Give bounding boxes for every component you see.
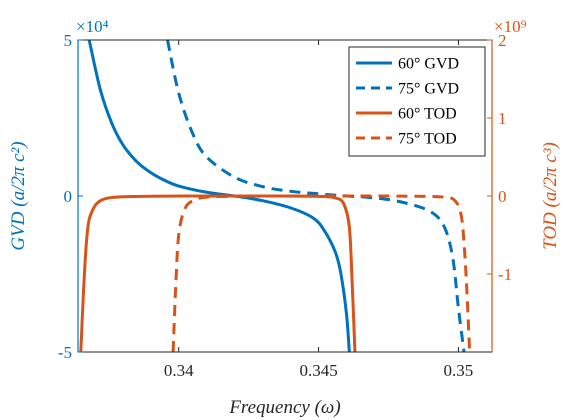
series-line-60-tod — [79, 194, 357, 352]
legend-label-60-tod: 60° TOD — [398, 106, 457, 123]
x-tick-label: 0.34 — [164, 361, 194, 380]
x-tick-label: 0.35 — [444, 361, 474, 380]
y-left-tick-label: 5 — [64, 31, 73, 50]
series-layer — [79, 40, 472, 352]
y-right-exponent-label: ×10⁹ — [494, 17, 527, 36]
y-right-tick-label: 0 — [498, 187, 507, 206]
y-right-tick-label: 1 — [498, 109, 507, 128]
legend: 60° GVD 75° GVD 60° TOD 75° TOD — [348, 46, 486, 157]
y-right-axis-label: TOD (a/2π c³) — [540, 142, 561, 250]
y-left-exponent-label: ×10⁴ — [76, 17, 109, 36]
y-right-tick-label: -1 — [498, 265, 512, 284]
x-axis-label: Frequency (ω) — [228, 397, 340, 418]
x-tick-label: 0.345 — [299, 361, 337, 380]
series-line-75-tod — [171, 194, 472, 352]
y-right-tick-label: 2 — [498, 31, 507, 50]
legend-label-60-gvd: 60° GVD — [398, 56, 459, 73]
axes-layer: 0.34 0.345 0.35 -5 0 5 -1 0 1 2 — [58, 31, 512, 380]
y-left-tick-label: -5 — [58, 343, 72, 362]
legend-items: 60° GVD 75° GVD 60° TOD 75° TOD — [356, 56, 459, 148]
series-line-60-gvd — [87, 40, 351, 352]
y-left-axis-label: GVD (a/2π c²) — [8, 141, 29, 250]
legend-label-75-tod: 75° TOD — [398, 131, 457, 148]
y-left-tick-label: 0 — [64, 187, 73, 206]
legend-label-75-gvd: 75° GVD — [398, 81, 459, 98]
